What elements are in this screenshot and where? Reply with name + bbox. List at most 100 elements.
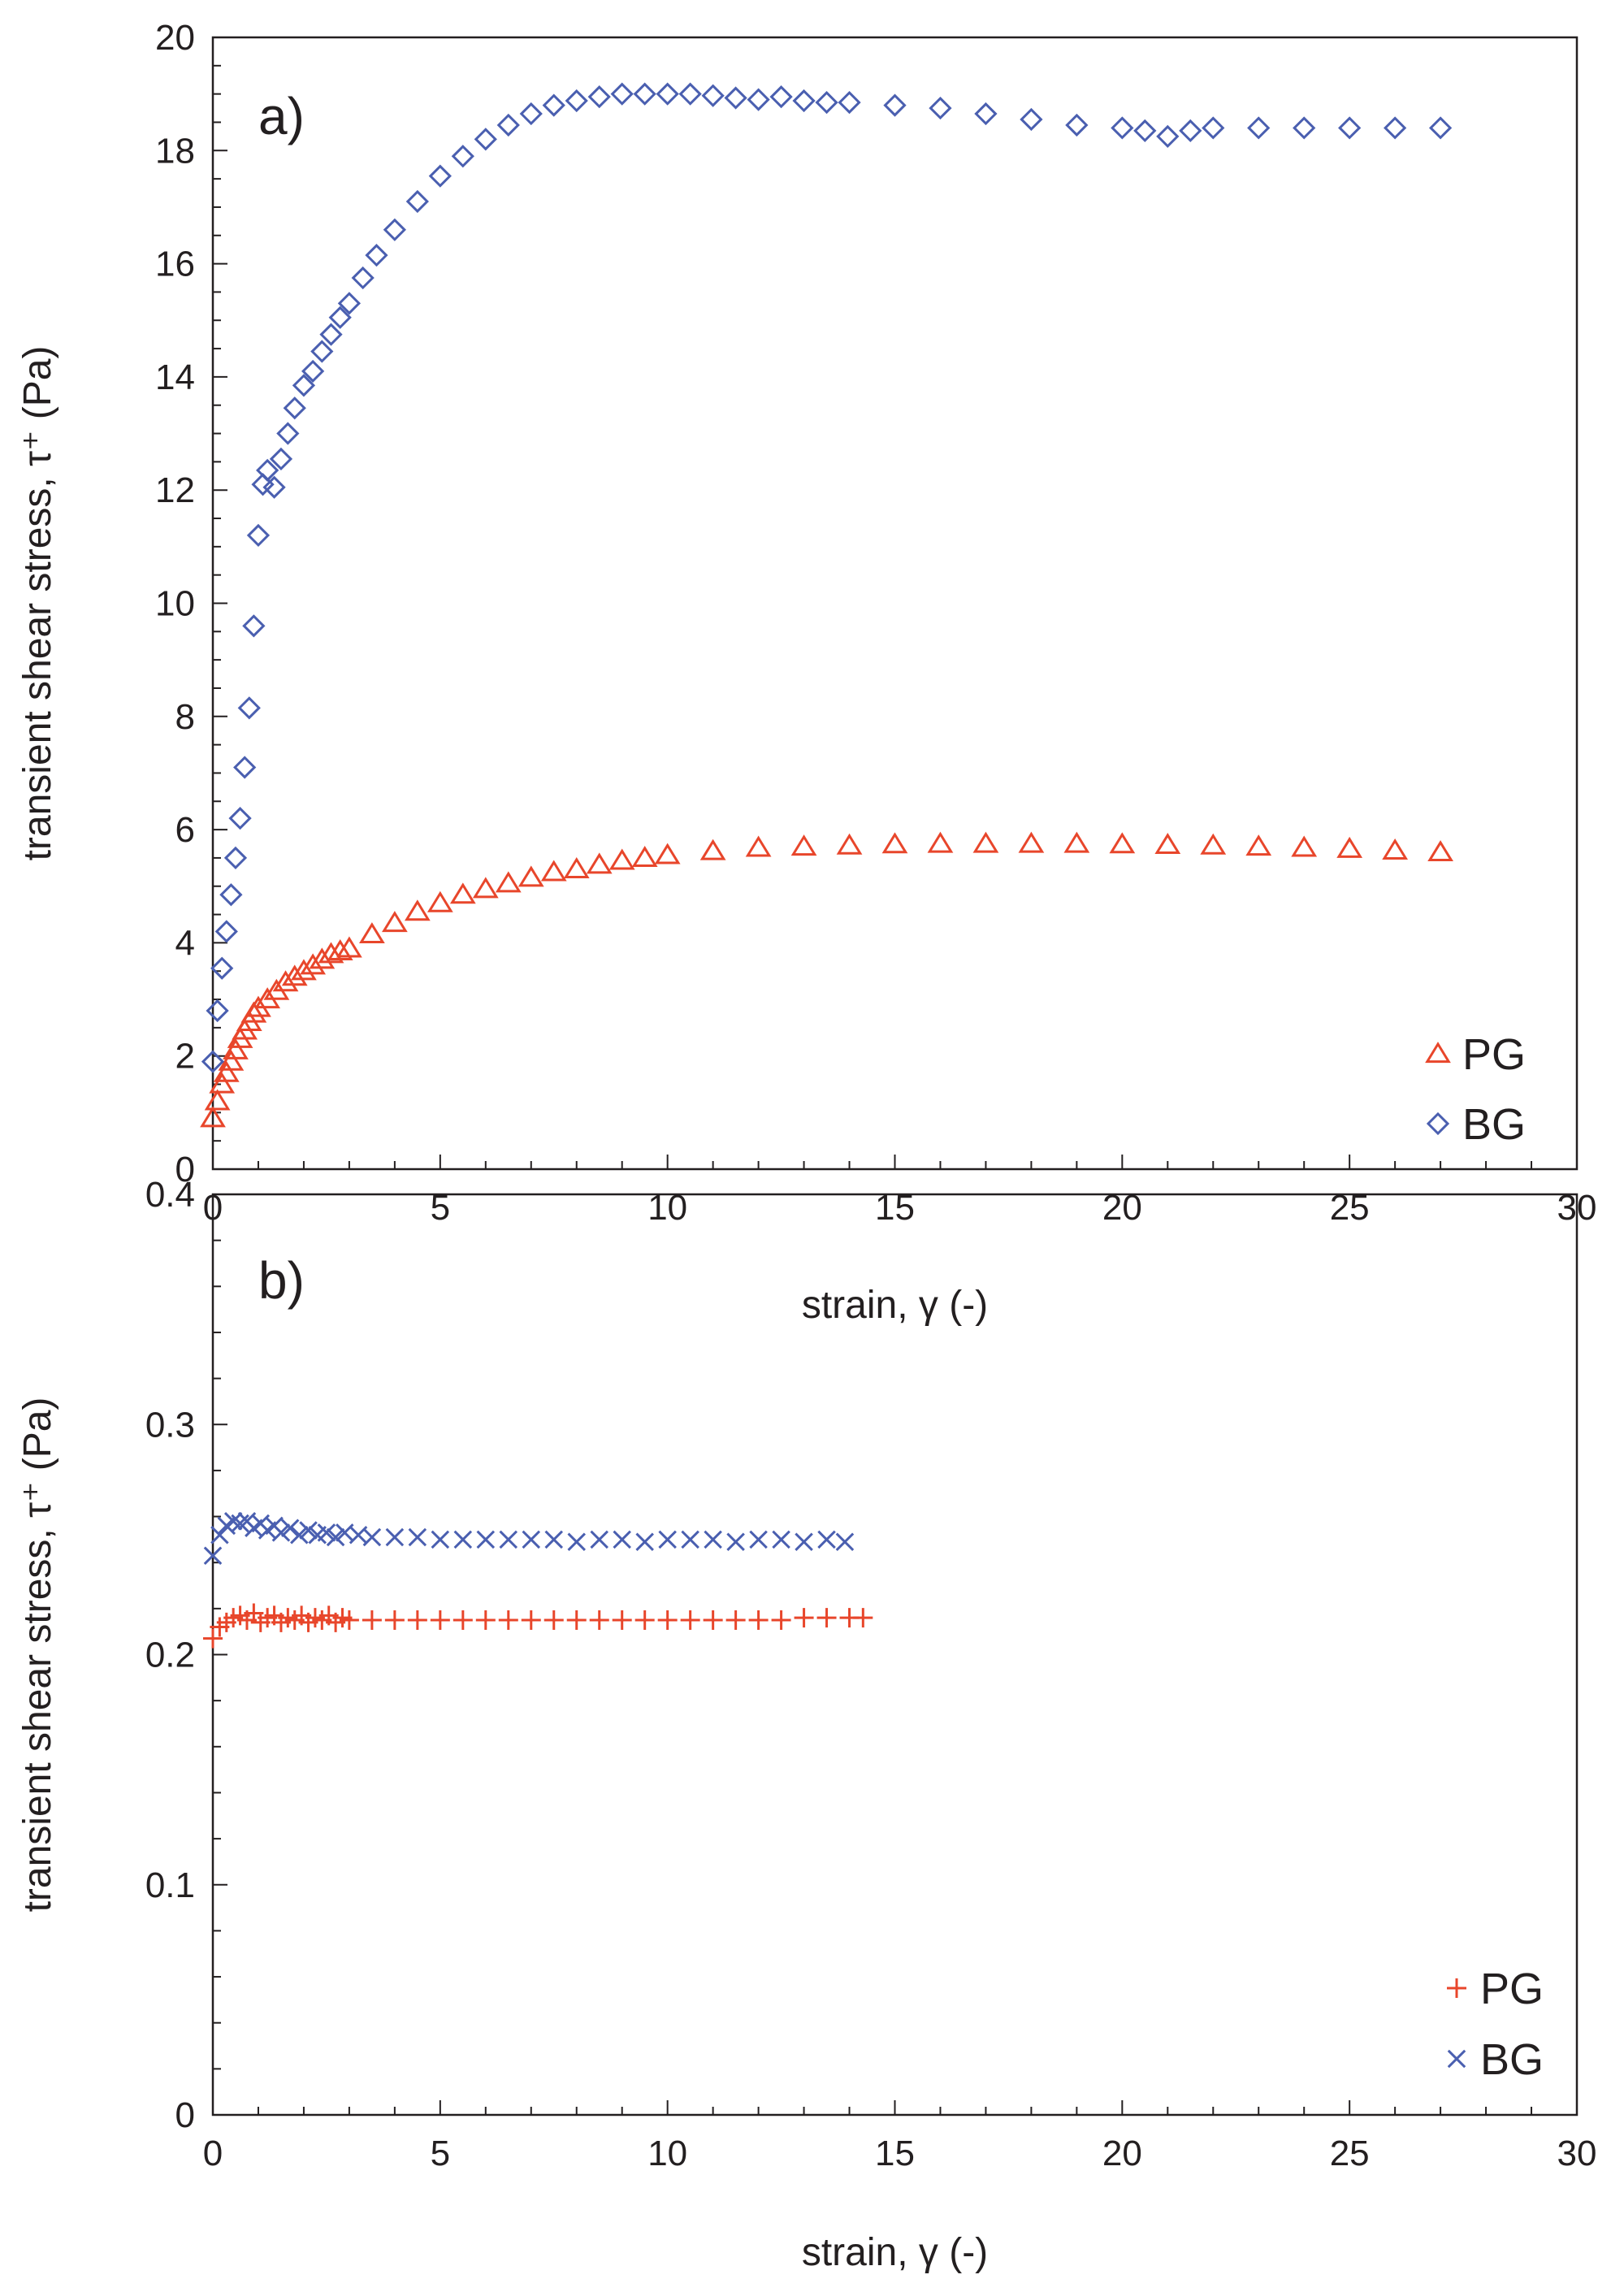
data-point-pg bbox=[272, 970, 299, 992]
series-bg bbox=[201, 82, 1453, 1073]
data-point-bg bbox=[1384, 116, 1407, 140]
data-point-pg bbox=[318, 942, 344, 964]
y-tick-label: 0.2 bbox=[145, 1636, 195, 1675]
data-point-bg bbox=[476, 1530, 496, 1549]
data-point-bg bbox=[1428, 116, 1453, 140]
data-point-bg bbox=[519, 102, 543, 126]
data-point-pg bbox=[771, 1610, 791, 1631]
data-point-pg bbox=[657, 1610, 678, 1631]
data-point-bg bbox=[658, 1530, 677, 1549]
legend-label-pg: PG bbox=[1480, 1965, 1544, 2013]
data-point-pg bbox=[430, 1610, 450, 1631]
data-point-pg bbox=[680, 1610, 700, 1631]
data-point-pg bbox=[927, 831, 954, 853]
data-point-bg bbox=[613, 1530, 631, 1549]
data-point-pg bbox=[654, 843, 681, 864]
x-tick-label: 20 bbox=[1102, 2134, 1142, 2173]
data-point-bg bbox=[795, 1532, 813, 1551]
data-point-pg bbox=[631, 846, 658, 868]
data-point-bg bbox=[567, 1532, 586, 1551]
data-point-pg bbox=[203, 1628, 223, 1649]
y-axis-title: transient shear stress, τ⁺ (Pa) bbox=[16, 1397, 59, 1913]
y-tick-label: 14 bbox=[155, 357, 195, 397]
data-point-pg bbox=[204, 1089, 231, 1111]
data-point-bg bbox=[271, 1523, 291, 1542]
data-point-bg bbox=[256, 458, 279, 482]
data-point-bg bbox=[362, 1527, 382, 1547]
data-point-bg bbox=[726, 1532, 745, 1551]
data-point-pg bbox=[427, 890, 453, 912]
data-point-pg bbox=[300, 953, 327, 975]
data-point-pg bbox=[881, 832, 908, 854]
data-point-pg bbox=[1245, 834, 1272, 856]
data-point-pg bbox=[498, 1610, 518, 1631]
data-point-bg bbox=[678, 82, 702, 106]
data-point-bg bbox=[408, 1527, 427, 1547]
data-point-pg bbox=[1018, 831, 1045, 853]
data-point-pg bbox=[1336, 836, 1363, 858]
data-point-bg bbox=[231, 1514, 249, 1533]
data-point-pg bbox=[748, 1610, 769, 1631]
y-tick-label: 6 bbox=[175, 810, 195, 850]
data-point-bg bbox=[590, 1530, 608, 1549]
data-point-pg bbox=[816, 1608, 837, 1628]
data-point-bg bbox=[769, 85, 793, 109]
data-point-pg bbox=[612, 1610, 632, 1631]
data-point-bg bbox=[246, 523, 271, 548]
data-point-bg bbox=[365, 244, 388, 267]
data-point-bg bbox=[974, 102, 998, 126]
y-tick-label: 16 bbox=[155, 245, 195, 284]
data-point-bg bbox=[474, 128, 497, 151]
data-point-bg bbox=[1247, 116, 1271, 140]
data-point-bg bbox=[299, 1521, 318, 1540]
data-point-bg bbox=[587, 85, 611, 109]
data-point-bg bbox=[1179, 119, 1202, 143]
legend-label-bg: BG bbox=[1462, 1100, 1526, 1149]
y-tick-label: 2 bbox=[175, 1037, 195, 1077]
data-point-pg bbox=[339, 1610, 359, 1631]
data-point-bg bbox=[310, 340, 334, 363]
data-point-bg bbox=[1133, 119, 1157, 143]
data-point-pg bbox=[453, 1610, 473, 1631]
y-tick-label: 0 bbox=[175, 1150, 195, 1189]
data-point-bg bbox=[242, 614, 266, 638]
data-point-bg bbox=[1338, 116, 1362, 140]
data-point-bg bbox=[290, 1525, 309, 1545]
data-point-bg bbox=[817, 1530, 836, 1549]
data-point-bg bbox=[1293, 116, 1316, 140]
data-point-pg bbox=[518, 865, 544, 887]
data-point-bg bbox=[815, 90, 838, 115]
x-axis-title: strain, γ (-) bbox=[802, 2231, 988, 2274]
data-point-pg bbox=[1200, 833, 1227, 855]
data-point-bg bbox=[633, 82, 656, 106]
data-point-pg bbox=[336, 936, 362, 958]
data-point-bg bbox=[1156, 124, 1180, 149]
data-point-pg bbox=[1109, 832, 1136, 854]
data-point-bg bbox=[1111, 116, 1134, 140]
data-point-bg bbox=[724, 86, 747, 110]
legend-marker-bg bbox=[1447, 2049, 1466, 2069]
data-point-pg bbox=[589, 1610, 609, 1631]
data-point-bg bbox=[431, 1530, 450, 1549]
x-tick-label: 30 bbox=[1557, 2134, 1597, 2173]
data-point-bg bbox=[1065, 113, 1089, 137]
series-bg bbox=[203, 1511, 855, 1565]
data-point-bg bbox=[383, 218, 406, 241]
data-point-pg bbox=[384, 1610, 405, 1631]
data-point-bg bbox=[326, 1527, 345, 1547]
data-point-bg bbox=[351, 266, 375, 290]
data-point-bg bbox=[223, 846, 248, 870]
data-point-pg bbox=[745, 835, 772, 857]
legend-marker-pg bbox=[1425, 1042, 1451, 1064]
data-point-bg bbox=[929, 96, 952, 120]
data-point-bg bbox=[280, 1519, 300, 1537]
data-point-pg bbox=[540, 860, 567, 882]
series-pg bbox=[200, 831, 1453, 1128]
data-point-bg bbox=[337, 292, 362, 315]
data-point-pg bbox=[566, 1610, 587, 1631]
data-point-bg bbox=[499, 1530, 518, 1549]
data-point-pg bbox=[213, 1060, 240, 1082]
y-tick-label: 18 bbox=[155, 131, 195, 171]
x-tick-label: 25 bbox=[1330, 2134, 1370, 2173]
data-point-bg bbox=[219, 883, 243, 907]
